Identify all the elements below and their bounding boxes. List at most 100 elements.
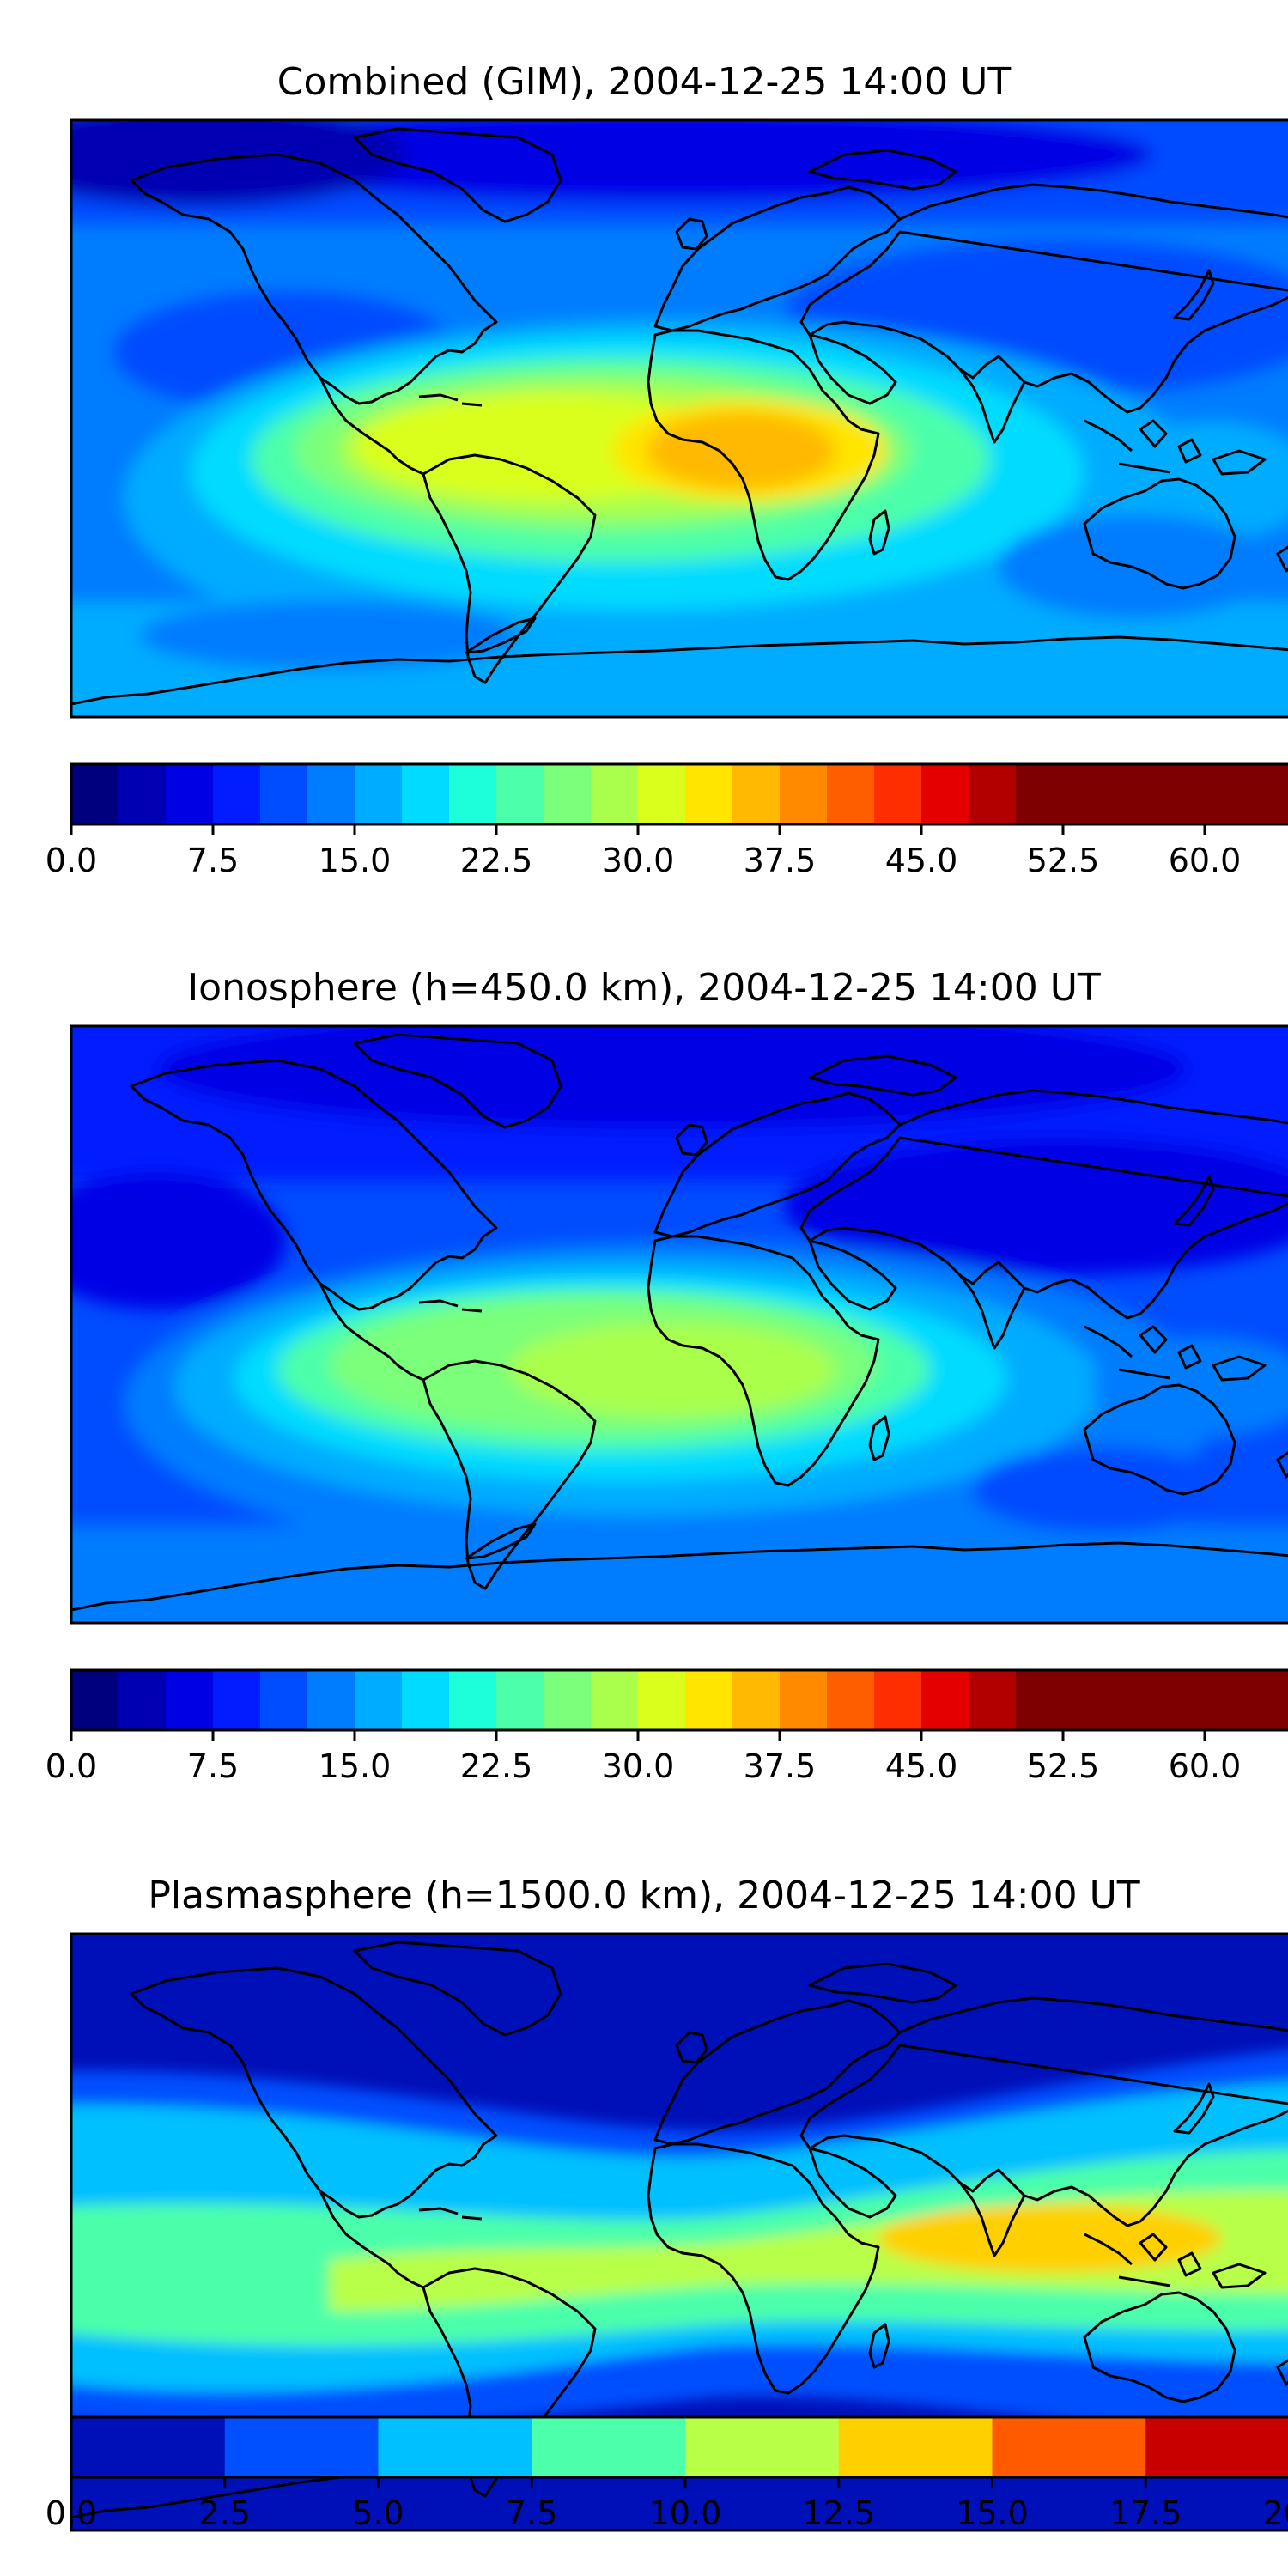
colorbar-swatch xyxy=(591,764,639,824)
colorbar-swatch xyxy=(1205,1670,1253,1730)
colorbar-swatch xyxy=(921,1670,969,1730)
colorbar-swatch xyxy=(260,764,308,824)
colorbar-combined: 0.0 7.5 15.0 22.5 30.0 37.5 45.0 52.5 60.0 xyxy=(46,762,1288,879)
colorbar-tick-label: 17.5 xyxy=(1109,2494,1182,2532)
colorbar-swatch xyxy=(1110,764,1158,824)
colorbar-tick-label: 12.5 xyxy=(802,2494,875,2532)
colorbar-tick-label: 45.0 xyxy=(885,841,958,879)
colorbar-swatch xyxy=(1157,1670,1206,1730)
colorbar-swatch xyxy=(260,1670,308,1730)
colorbar-ticks: 0.0 7.5 15.0 22.5 30.0 37.5 45.0 52.5 60.0 xyxy=(46,1730,1242,1785)
colorbar-tick-label: 0.0 xyxy=(46,2494,97,2532)
colorbar-tick-label: 30.0 xyxy=(602,1747,675,1785)
colorbar-swatch xyxy=(780,1670,828,1730)
colorbar-swatch xyxy=(591,1670,639,1730)
colorbar-swatches xyxy=(71,764,1288,824)
colorbar-swatch xyxy=(213,764,261,824)
colorbar-swatch xyxy=(402,764,450,824)
colorbar-swatch xyxy=(1145,2417,1288,2477)
colorbar-swatch xyxy=(355,764,403,824)
colorbar-tick-label: 5.0 xyxy=(352,2494,404,2532)
colorbar-ticks: 0.0 2.5 5.0 7.5 10.0 12.5 15.0 17.5 20.0 xyxy=(46,2477,1288,2532)
colorbar-tick-label: 7.5 xyxy=(187,841,239,879)
colorbar-tick-label: 15.0 xyxy=(319,1747,392,1785)
colorbar-swatch xyxy=(496,764,544,824)
colorbar-swatch xyxy=(685,1670,733,1730)
colorbar-swatch xyxy=(685,764,733,824)
colorbar-swatch xyxy=(969,1670,1017,1730)
colorbar-swatch xyxy=(874,764,922,824)
colorbar-tick-label: 30.0 xyxy=(602,841,675,879)
colorbar-tick-label: 20.0 xyxy=(1263,2494,1288,2532)
colorbar-swatch xyxy=(355,1670,403,1730)
colorbar-swatch xyxy=(969,764,1017,824)
colorbar-swatch xyxy=(166,764,214,824)
colorbar-tick-label: 22.5 xyxy=(460,1747,533,1785)
colorbar-swatch xyxy=(307,764,355,824)
colorbar-ionosphere: 0.0 7.5 15.0 22.5 30.0 37.5 45.0 52.5 60.0 xyxy=(46,1668,1288,1785)
colorbar-swatch xyxy=(71,764,119,824)
colorbar-tick-label: 0.0 xyxy=(46,1747,97,1785)
colorbar-tick-label: 60.0 xyxy=(1169,841,1242,879)
colorbar-swatch xyxy=(1063,1670,1111,1730)
colorbar-swatch xyxy=(544,764,592,824)
colorbar-swatch xyxy=(685,2417,840,2477)
colorbar-tick-label: 15.0 xyxy=(956,2494,1029,2532)
colorbar-swatch xyxy=(1157,764,1206,824)
colorbar-swatch xyxy=(402,1670,450,1730)
colorbar-tick-label: 22.5 xyxy=(460,841,533,879)
colorbar-swatch xyxy=(532,2417,686,2477)
colorbar-tick-label: 60.0 xyxy=(1169,1747,1242,1785)
colorbar-swatch xyxy=(838,2417,993,2477)
colorbar-swatch xyxy=(1252,1670,1288,1730)
colorbar-swatch xyxy=(71,1670,119,1730)
colorbar-swatches xyxy=(71,2417,1288,2477)
colorbar-tick-label: 7.5 xyxy=(187,1747,239,1785)
map-panel-combined xyxy=(70,118,1288,719)
colorbar-swatch xyxy=(1016,1670,1064,1730)
colorbar-tick-label: 37.5 xyxy=(744,841,817,879)
colorbar-tick-label: 0.0 xyxy=(46,841,97,879)
colorbar-tick-label: 15.0 xyxy=(319,841,392,879)
colorbar-swatch xyxy=(874,1670,922,1730)
colorbar-swatch xyxy=(213,1670,261,1730)
colorbar-tick-label: 52.5 xyxy=(1027,841,1100,879)
chart-title-plasmasphere: Plasmasphere (h=1500.0 km), 2004-12-25 1… xyxy=(148,1874,1139,1917)
colorbar-swatch xyxy=(71,2417,226,2477)
chart-title-combined: Combined (GIM), 2004-12-25 14:00 UT xyxy=(277,60,1012,104)
colorbar-swatch xyxy=(638,764,686,824)
colorbar-swatch xyxy=(992,2417,1146,2477)
colorbar-swatch xyxy=(544,1670,592,1730)
colorbar-swatch xyxy=(732,764,781,824)
colorbar-plasmasphere: 0.0 2.5 5.0 7.5 10.0 12.5 15.0 17.5 20.0 xyxy=(46,2415,1288,2532)
colorbar-swatch xyxy=(732,1670,781,1730)
colorbar-swatch xyxy=(118,764,167,824)
colorbar-tick-label: 7.5 xyxy=(506,2494,557,2532)
colorbar-swatch xyxy=(307,1670,355,1730)
colorbar-swatch xyxy=(449,1670,497,1730)
chart-title-ionosphere: Ionosphere (h=450.0 km), 2004-12-25 14:0… xyxy=(187,966,1101,1010)
colorbar-swatch xyxy=(224,2417,379,2477)
colorbar-swatch xyxy=(827,1670,875,1730)
colorbar-swatch xyxy=(496,1670,544,1730)
colorbar-swatch xyxy=(1110,1670,1158,1730)
colorbar-swatch xyxy=(118,1670,167,1730)
colorbar-ticks: 0.0 7.5 15.0 22.5 30.0 37.5 45.0 52.5 60.0 xyxy=(46,824,1242,879)
colorbar-swatch xyxy=(780,764,828,824)
colorbar-swatch xyxy=(378,2417,532,2477)
colorbar-swatch xyxy=(827,764,875,824)
colorbar-tick-label: 37.5 xyxy=(744,1747,817,1785)
colorbar-swatch xyxy=(449,764,497,824)
colorbar-swatch xyxy=(1016,764,1064,824)
map-panel-ionosphere xyxy=(70,1024,1288,1625)
colorbar-swatch xyxy=(638,1670,686,1730)
colorbar-tick-label: 52.5 xyxy=(1027,1747,1100,1785)
colorbar-swatch xyxy=(921,764,969,824)
colorbar-tick-label: 2.5 xyxy=(199,2494,251,2532)
colorbar-swatch xyxy=(1063,764,1111,824)
colorbar-tick-label: 45.0 xyxy=(885,1747,958,1785)
colorbar-swatches xyxy=(71,1670,1288,1730)
colorbar-swatch xyxy=(166,1670,214,1730)
colorbar-tick-label: 10.0 xyxy=(649,2494,722,2532)
